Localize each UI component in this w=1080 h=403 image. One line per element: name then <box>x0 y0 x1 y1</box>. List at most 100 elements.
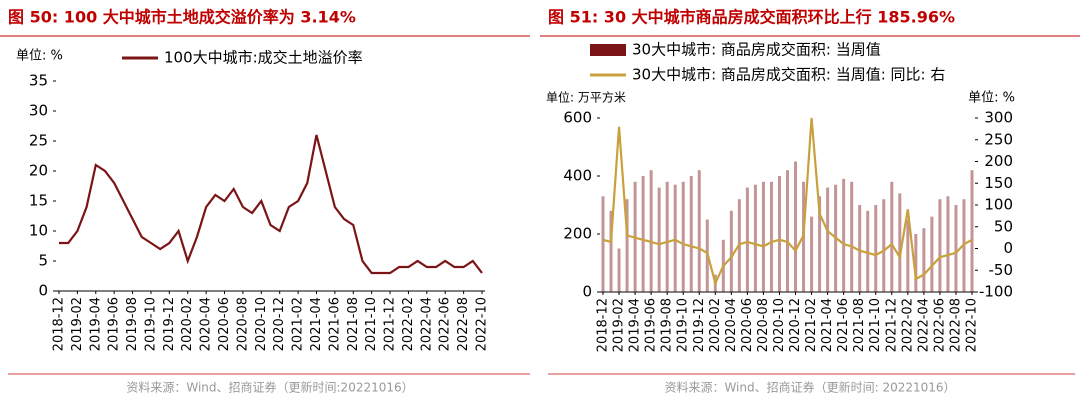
x-tick-label: 2019-08 <box>660 298 675 352</box>
y2-tick-label: -50 <box>989 261 1014 279</box>
bar <box>946 196 950 292</box>
x-tick-label: 2021-12 <box>884 298 899 352</box>
bar <box>601 196 605 292</box>
x-tick-label: 2019-04 <box>628 298 643 352</box>
bar <box>970 170 974 292</box>
x-tick-label: 2021-08 <box>346 297 361 351</box>
bar <box>729 210 733 292</box>
x-tick-label: 2021-06 <box>327 297 342 351</box>
x-tick-label: 2022-08 <box>948 298 963 352</box>
x-tick-label: 2020-06 <box>217 297 232 351</box>
bar <box>858 205 862 292</box>
bar <box>866 210 870 292</box>
bar <box>906 219 910 292</box>
x-tick-label: 2020-02 <box>708 298 723 352</box>
line <box>602 117 973 287</box>
x-tick-label: 2020-12 <box>788 298 803 352</box>
source: 资料来源：Wind、招商证券（更新时间: 20221016） <box>664 380 955 395</box>
y-tick-label: 5 <box>38 252 48 270</box>
x-tick-label: 2019-08 <box>125 297 140 351</box>
x-tick-label: 2021-02 <box>291 297 306 351</box>
y-tick-label: 30 <box>29 102 48 120</box>
y2-tick-label: 0 <box>1003 239 1013 257</box>
y2-tick-label: 200 <box>984 152 1013 170</box>
bar <box>689 176 693 292</box>
bar <box>657 187 661 292</box>
y-axis-label: 单位: 万平方米 <box>546 90 626 105</box>
bar <box>938 199 942 292</box>
y-tick-label: 200 <box>563 225 592 243</box>
x-tick-label: 2019-12 <box>692 298 707 352</box>
x-tick-label: 2021-06 <box>836 298 851 352</box>
legend-label: 30大中城市: 商品房成交面积: 当周值 <box>632 41 881 59</box>
y-tick-label: 25 <box>29 132 48 150</box>
x-tick-label: 2022-10 <box>965 298 980 352</box>
y-tick-label: 600 <box>563 109 592 127</box>
y2-tick-label: 250 <box>984 130 1013 148</box>
bar <box>826 187 830 292</box>
bar <box>874 205 878 292</box>
bar <box>777 176 781 292</box>
chart-title: 图 51: 30 大中城市商品房成交面积环比上行 185.96% <box>548 8 955 27</box>
y2-tick-label: 150 <box>984 174 1013 192</box>
bar <box>850 181 854 292</box>
x-tick-label: 2021-10 <box>364 297 379 351</box>
x-tick-label: 2022-04 <box>419 297 434 351</box>
x-tick-label: 2020-12 <box>272 297 287 351</box>
y2-axis-label: 单位: % <box>968 91 1015 106</box>
x-tick-label: 2020-06 <box>740 298 755 352</box>
x-tick-label: 2021-12 <box>383 297 398 351</box>
bar <box>649 170 653 292</box>
x-tick-label: 2020-08 <box>235 297 250 351</box>
bar <box>769 181 773 292</box>
bar <box>898 193 902 292</box>
bar <box>810 216 814 292</box>
y-tick-label: 400 <box>563 167 592 185</box>
x-tick-label: 2019-06 <box>644 298 659 352</box>
y-tick-label: 10 <box>29 222 48 240</box>
y2-tick-label: 50 <box>994 217 1013 235</box>
bar <box>673 184 677 292</box>
y-tick-label: 0 <box>582 283 592 301</box>
bar <box>954 205 958 292</box>
bar <box>617 248 621 292</box>
bar <box>641 176 645 292</box>
bar <box>665 181 669 292</box>
y2-tick-label: 300 <box>984 109 1013 127</box>
bar <box>681 181 685 292</box>
x-tick-label: 2020-04 <box>199 297 214 351</box>
x-tick-label: 2020-02 <box>180 297 195 351</box>
x-tick-label: 2021-02 <box>804 298 819 352</box>
x-tick-label: 2019-04 <box>88 297 103 351</box>
line <box>59 134 483 275</box>
x-tick-label: 2020-10 <box>772 298 787 352</box>
y-tick-label: 15 <box>29 192 48 210</box>
legend-label: 30大中城市: 商品房成交面积: 当周值: 同比: 右 <box>632 66 945 84</box>
x-tick-label: 2022-02 <box>900 298 915 352</box>
x-tick-label: 2019-02 <box>70 297 85 351</box>
bar <box>794 161 798 292</box>
bar <box>914 234 918 292</box>
x-tick-label: 2019-10 <box>676 298 691 352</box>
x-tick-label: 2021-04 <box>820 298 835 352</box>
x-tick-label: 2020-10 <box>254 297 269 351</box>
x-tick-label: 2019-06 <box>107 297 122 351</box>
x-tick-label: 2021-04 <box>309 297 324 351</box>
bar <box>818 196 822 292</box>
bar <box>625 199 629 292</box>
x-tick-label: 2022-06 <box>438 297 453 351</box>
x-tick-label: 2019-02 <box>612 298 627 352</box>
bar <box>609 210 613 292</box>
legend-label: 100大中城市:成交土地溢价率 <box>164 49 363 67</box>
x-tick-label: 2022-10 <box>475 297 490 351</box>
y-tick-label: 20 <box>29 162 48 180</box>
bar <box>922 228 926 292</box>
x-tick-label: 2019-10 <box>143 297 158 351</box>
bar <box>753 184 757 292</box>
bar <box>786 170 789 292</box>
y-tick-label: 0 <box>38 282 48 300</box>
y-axis-label: 单位: % <box>16 49 63 64</box>
x-tick-label: 2020-08 <box>756 298 771 352</box>
x-tick-label: 2022-06 <box>932 298 947 352</box>
